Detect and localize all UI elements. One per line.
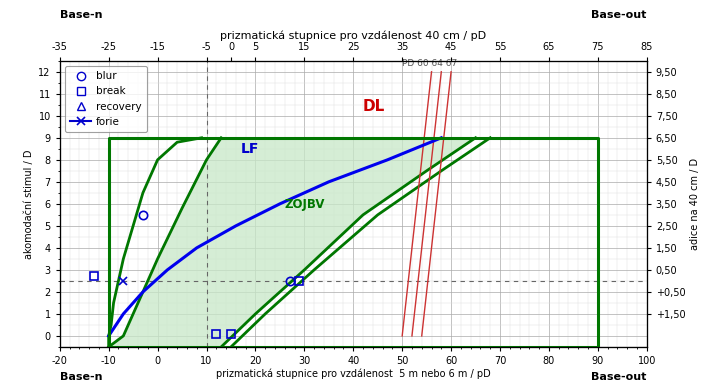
X-axis label: prizmatická stupnice pro vzdálenost  5 m nebo 6 m / pD: prizmatická stupnice pro vzdálenost 5 m …: [216, 369, 491, 379]
Text: LF: LF: [240, 142, 259, 156]
Text: Base-out: Base-out: [591, 10, 647, 20]
Y-axis label: adice na 40 cm / D: adice na 40 cm / D: [690, 158, 699, 250]
Polygon shape: [109, 138, 475, 347]
Text: Base-n: Base-n: [60, 10, 102, 20]
Text: PD 60 64 67: PD 60 64 67: [402, 60, 458, 69]
X-axis label: prizmatická stupnice pro vzdálenost 40 cm / pD: prizmatická stupnice pro vzdálenost 40 c…: [220, 31, 486, 41]
Text: ZOJBV: ZOJBV: [285, 198, 325, 211]
Text: Base-out: Base-out: [591, 372, 647, 382]
Y-axis label: akomodační stimul / D: akomodační stimul / D: [24, 149, 34, 259]
Text: Base-n: Base-n: [60, 372, 102, 382]
Text: DL: DL: [363, 100, 385, 114]
Legend: blur, break, recovery, forie: blur, break, recovery, forie: [65, 66, 147, 132]
